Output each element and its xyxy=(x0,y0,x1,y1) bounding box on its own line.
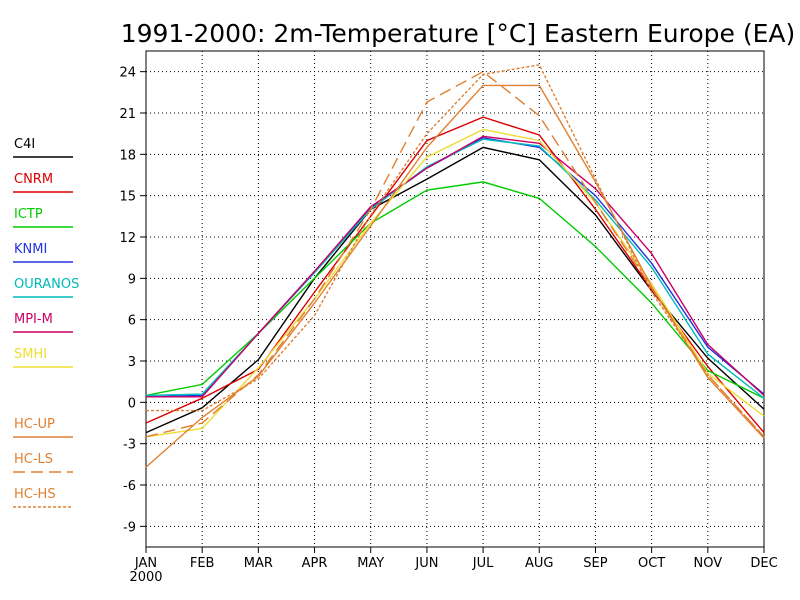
y-tick-label: 6 xyxy=(128,314,136,329)
plot-frame xyxy=(145,50,765,548)
y-tick-label: 3 xyxy=(128,355,136,370)
x-tick-label: JUN xyxy=(414,556,438,571)
y-tick-label: -6 xyxy=(123,479,136,494)
x-year-label: 2000 xyxy=(129,570,162,585)
legend-label-c4i: C4I xyxy=(14,137,35,152)
series-line-hc-hs xyxy=(146,64,765,438)
legend-label-hc-ls: HC-LS xyxy=(14,452,53,467)
series-line-smhi xyxy=(145,128,765,438)
y-tick-label: -3 xyxy=(123,438,136,453)
x-tick-label: AUG xyxy=(525,556,553,571)
x-tick-label: MAY xyxy=(357,556,384,571)
series-line-knmi xyxy=(145,137,765,398)
legend-label-knmi: KNMI xyxy=(14,242,47,257)
axis-ticks: 24 21 18 15 12 9 6 3 0 -3 -6 -9 JAN FEB MAR APR MAY JUN JU… xyxy=(119,66,777,585)
chart-title: 1991-2000: 2m-Temperature [°C] Eastern E… xyxy=(121,19,796,48)
x-tick-label: JAN xyxy=(134,556,157,571)
x-tick-label: OCT xyxy=(638,556,665,571)
legend-label-ouranos: OURANOS xyxy=(14,277,79,292)
x-tick-label: FEB xyxy=(190,556,215,571)
series-line-ictp xyxy=(145,181,765,399)
y-tick-label: 24 xyxy=(119,66,136,81)
legend-label-hc-up: HC-UP xyxy=(14,417,55,432)
y-tick-label: -9 xyxy=(123,520,136,535)
y-tick-label: 21 xyxy=(119,107,136,122)
series-line-ouranos xyxy=(145,138,765,399)
x-tick-label: APR xyxy=(302,556,328,571)
legend: C4I CNRM ICTP KNMI OURANOS MPI-M SMHI HC-UP HC-L… xyxy=(13,137,79,508)
series-lines xyxy=(145,64,765,468)
legend-label-cnrm: CNRM xyxy=(14,172,53,187)
series-line-cnrm xyxy=(145,116,765,434)
y-tick-label: 12 xyxy=(119,231,136,246)
x-tick-label: MAR xyxy=(244,556,273,571)
y-tick-label: 0 xyxy=(128,396,136,411)
legend-label-smhi: SMHI xyxy=(14,347,47,362)
x-tick-label: DEC xyxy=(750,556,777,571)
y-tick-label: 9 xyxy=(128,272,136,287)
series-line-mpi-m xyxy=(146,135,765,398)
y-tick-label: 18 xyxy=(119,148,136,163)
legend-label-ictp: ICTP xyxy=(14,207,43,222)
y-tick-label: 15 xyxy=(119,190,136,205)
legend-label-hc-hs: HC-HS xyxy=(14,487,56,502)
legend-label-mpi-m: MPI-M xyxy=(14,312,53,327)
x-tick-label: JUL xyxy=(472,556,494,571)
x-tick-label: SEP xyxy=(583,556,607,571)
series-line-hc-ls xyxy=(145,70,765,438)
x-tick-label: NOV xyxy=(694,556,723,571)
